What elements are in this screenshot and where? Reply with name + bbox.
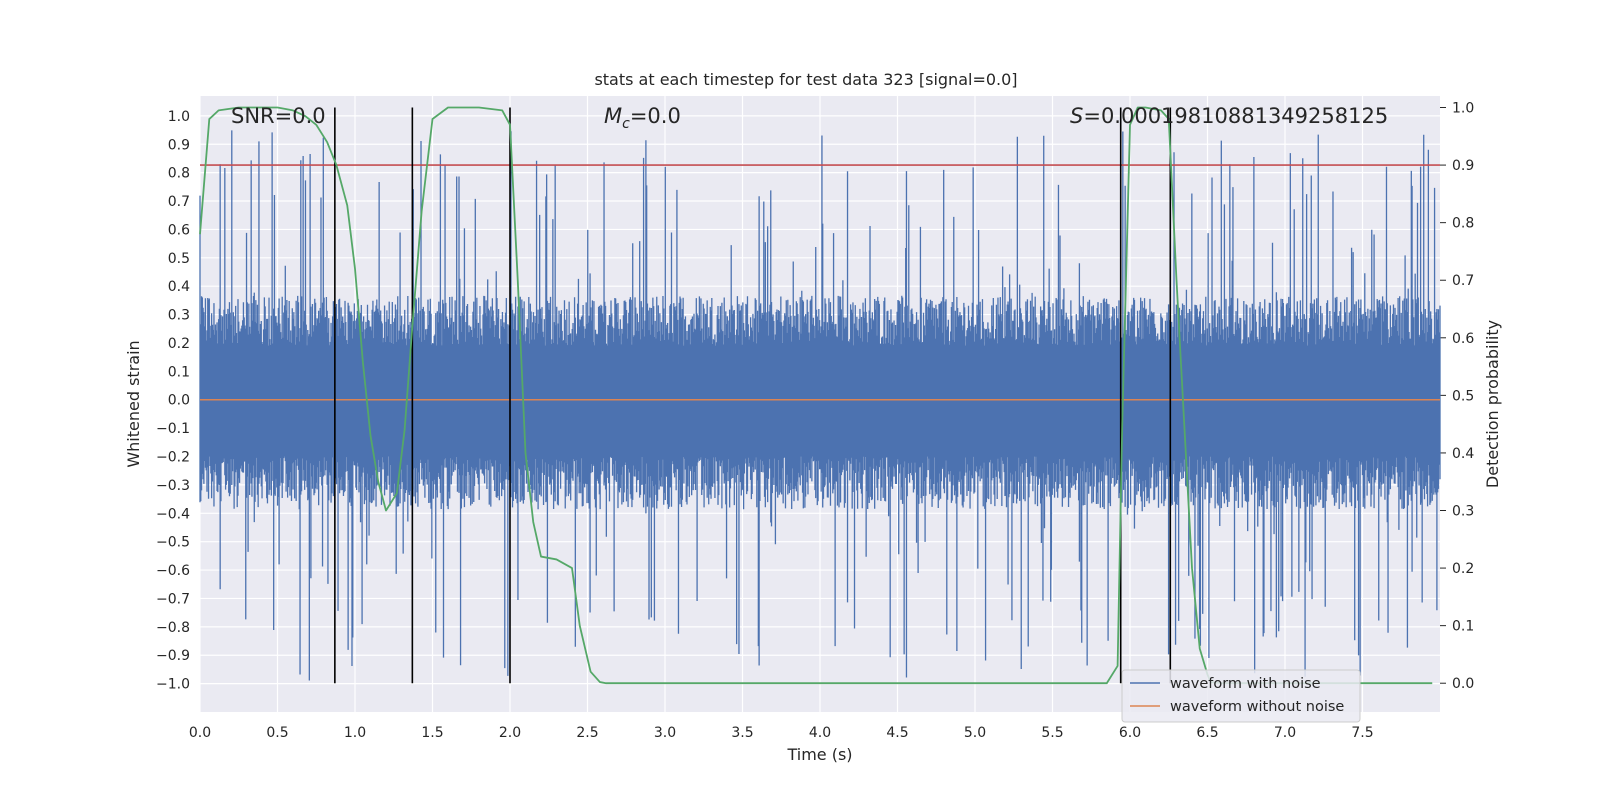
right-y-tick-label: 0.4 (1452, 446, 1474, 462)
x-tick-label: 2.5 (576, 725, 598, 741)
left-y-tick-label: −0.2 (156, 450, 190, 466)
right-y-tick-label: 1.0 (1452, 101, 1474, 117)
s-value: =0.00019810881349258125 (1083, 104, 1388, 128)
left-y-tick-label: −0.4 (156, 506, 190, 522)
left-y-tick-label: 0.7 (168, 194, 190, 210)
left-y-tick-label: −0.7 (156, 591, 190, 607)
x-tick-label: 0.5 (266, 725, 288, 741)
legend: waveform with noise waveform without noi… (1121, 669, 1361, 723)
x-tick-label: 6.5 (1196, 725, 1218, 741)
left-y-axis-label: Whitened strain (124, 340, 143, 467)
right-y-tick-label: 0.0 (1452, 676, 1474, 692)
left-y-tick-label: 0.3 (168, 308, 190, 324)
x-tick-label: 0.0 (189, 725, 211, 741)
legend-label-waveform-without-noise: waveform without noise (1170, 699, 1344, 715)
legend-box (1121, 669, 1361, 723)
x-tick-label: 3.0 (654, 725, 676, 741)
x-axis-ticks: 0.0 0.5 1.0 1.5 2.0 2.5 3.0 3.5 4.0 4.5 5.0 5.5 6.0 6… (189, 725, 1374, 741)
detection-probability-line (199, 106, 1433, 685)
x-tick-label: 5.5 (1041, 725, 1063, 741)
x-axis-label: Time (s) (786, 745, 852, 764)
x-tick-label: 5.0 (964, 725, 986, 741)
left-y-tick-label: 0.9 (168, 137, 190, 153)
right-y-tick-label: 0.2 (1452, 561, 1474, 577)
left-y-tick-label: 0.4 (168, 279, 190, 295)
right-y-tick-label: 0.5 (1452, 388, 1474, 404)
left-y-tick-label: 0.8 (168, 166, 190, 182)
x-tick-label: 4.5 (886, 725, 908, 741)
left-y-axis-ticks: 1.0 0.9 0.8 0.7 0.6 0.5 0.4 0.3 0.2 0.1 0.0 −0.1 −0.… (156, 109, 190, 693)
left-y-tick-label: 1.0 (168, 109, 190, 125)
left-y-tick-label: −0.5 (156, 535, 190, 551)
x-tick-label: 2.0 (499, 725, 521, 741)
left-y-tick-label: 0.6 (168, 222, 190, 238)
chart-title: stats at each timestep for test data 323… (594, 70, 1017, 89)
left-y-tick-label: −1.0 (156, 677, 190, 693)
s-symbol: S (1070, 104, 1083, 128)
chirp-mass-subscript: c (622, 116, 630, 132)
left-y-tick-label: −0.8 (156, 620, 190, 636)
left-y-tick-label: −0.9 (156, 648, 190, 664)
series-layer (199, 106, 1441, 685)
s-annotation: S=0.00019810881349258125 (1070, 104, 1388, 128)
right-y-tick-label: 0.9 (1452, 158, 1474, 174)
right-y-tick-label: 0.3 (1452, 504, 1474, 520)
right-y-tick-label: 0.1 (1452, 619, 1474, 635)
x-tick-label: 7.0 (1274, 725, 1296, 741)
x-tick-label: 1.5 (421, 725, 443, 741)
right-y-axis-ticks: 1.0 0.9 0.8 0.7 0.6 0.5 0.4 0.3 0.2 0.1 0.0 (1440, 101, 1474, 692)
left-y-tick-label: 0.1 (168, 364, 190, 380)
x-tick-label: 6.0 (1119, 725, 1141, 741)
chirp-mass-symbol: M (604, 104, 622, 128)
x-tick-label: 1.0 (344, 725, 366, 741)
snr-annotation: SNR=0.0 (231, 104, 326, 128)
left-y-tick-label: 0.5 (168, 251, 190, 267)
left-y-tick-label: −0.1 (156, 421, 190, 437)
left-y-tick-label: 0.0 (168, 393, 190, 409)
x-tick-label: 3.5 (731, 725, 753, 741)
left-y-tick-label: −0.3 (156, 478, 190, 494)
right-y-tick-label: 0.7 (1452, 273, 1474, 289)
waveform-with-noise-line (199, 130, 1441, 681)
right-y-tick-label: 0.8 (1452, 216, 1474, 232)
left-y-tick-label: −0.6 (156, 563, 190, 579)
chirp-mass-annotation: Mc=0.0 (604, 104, 681, 132)
chirp-mass-value: =0.0 (630, 104, 681, 128)
right-y-axis-label: Detection probability (1483, 320, 1502, 488)
left-y-tick-label: 0.2 (168, 336, 190, 352)
right-y-tick-label: 0.6 (1452, 331, 1474, 347)
legend-label-waveform-with-noise: waveform with noise (1170, 676, 1321, 692)
x-tick-label: 7.5 (1351, 725, 1373, 741)
x-tick-label: 4.0 (809, 725, 831, 741)
